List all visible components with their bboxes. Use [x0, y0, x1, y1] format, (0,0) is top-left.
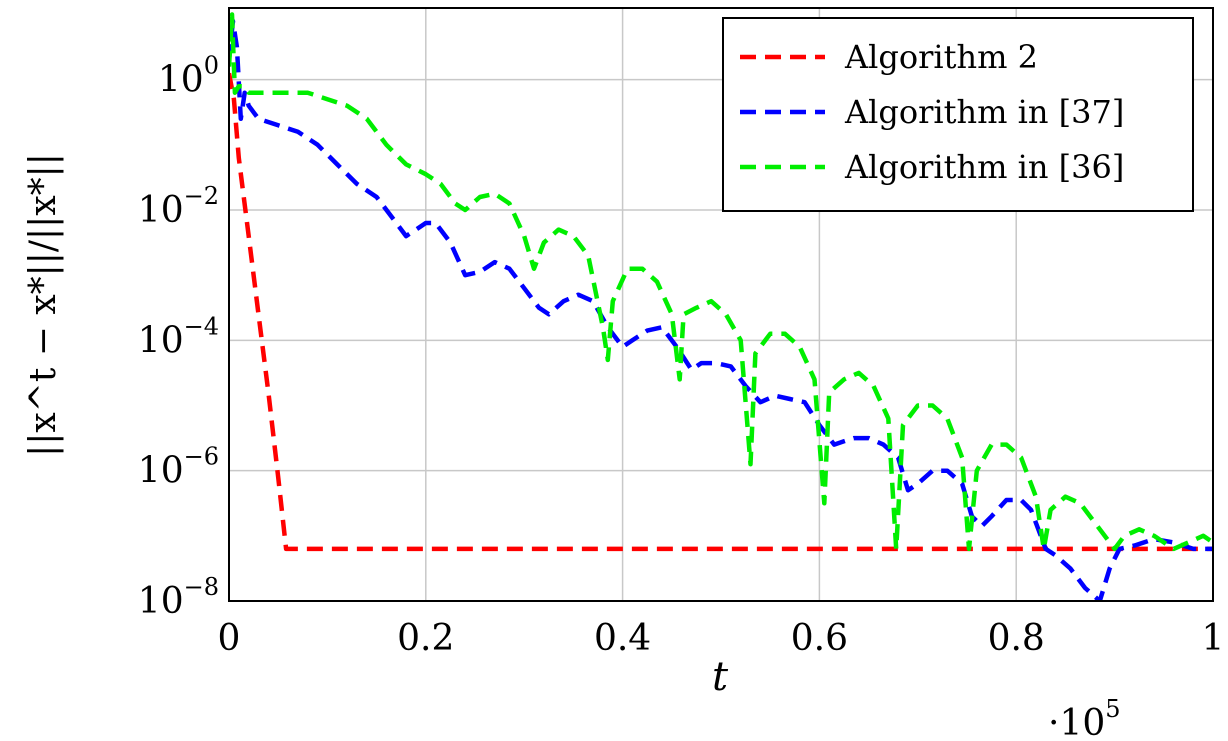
x-tick-label: 0.8	[988, 618, 1045, 659]
y-tick-label: 10−6	[138, 443, 219, 492]
x-tick-label: 0	[218, 618, 241, 659]
x-axis-ticks: 0 0.2 0.4 0.6 0.8 1	[218, 618, 1225, 659]
x-axis-multiplier: ·105	[1048, 695, 1121, 741]
plot-frame	[228, 7, 1214, 602]
y-tick-label: 10−4	[138, 312, 219, 361]
legend: Algorithm 2 Algorithm in [37] Algorithm in…	[722, 17, 1194, 212]
x-axis-label: t	[712, 654, 729, 700]
y-axis-label: ||x^t − x*||/||x*||	[23, 153, 64, 457]
series-line-algorithm-in-37	[229, 18, 1213, 601]
y-axis-ticks: 100 10−2 10−4 10−6 10−8	[138, 52, 219, 622]
legend-label: Algorithm in [36]	[844, 148, 1124, 186]
x-tick-label: 0.4	[594, 618, 651, 659]
legend-box	[722, 17, 1194, 212]
y-tick-label: 10−2	[138, 182, 219, 231]
x-tick-label: 0.2	[397, 618, 454, 659]
legend-label: Algorithm in [37]	[844, 93, 1124, 131]
x-tick-label: 1	[1202, 618, 1225, 659]
series-line-algorithm-in-36	[229, 12, 1213, 552]
legend-label: Algorithm 2	[844, 38, 1038, 76]
x-tick-label: 0.6	[791, 618, 848, 659]
y-tick-label: 10−8	[138, 573, 219, 622]
series-layer	[229, 12, 1213, 601]
series-line-algorithm-2	[229, 72, 1213, 552]
y-tick-label: 100	[158, 52, 219, 101]
